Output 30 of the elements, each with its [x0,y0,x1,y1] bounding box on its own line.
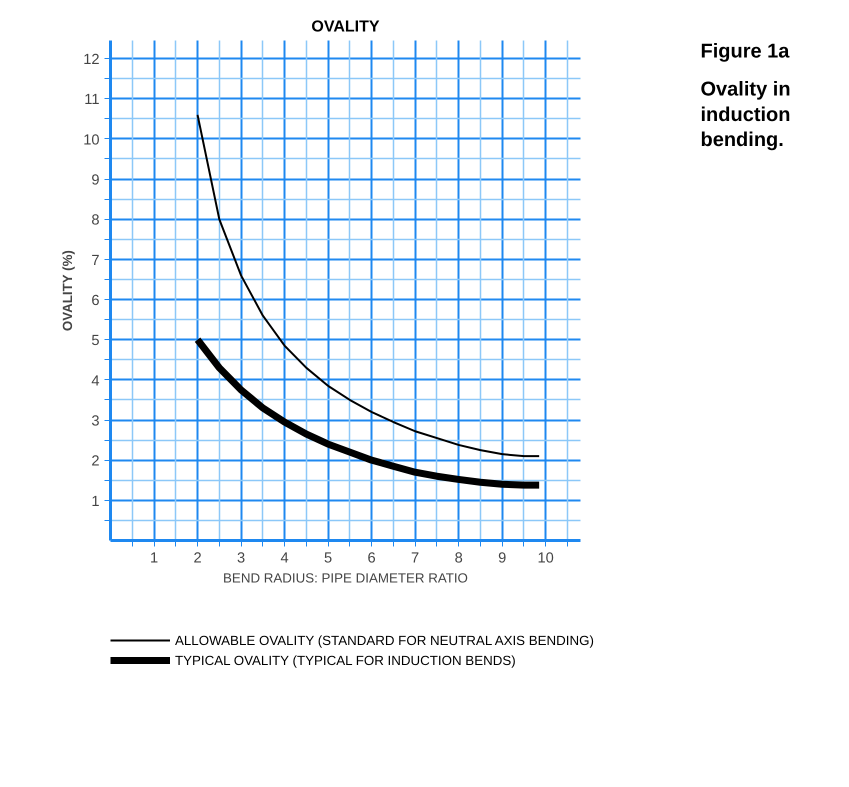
legend-label: TYPICAL OVALITY (TYPICAL FOR INDUCTION BENDS) [175,652,516,668]
y-tick-label: 1 [91,494,100,510]
y-tick-label: 5 [91,333,100,350]
x-tick-label: 3 [236,550,246,566]
x-tick-label: 8 [454,550,463,566]
text: Ovality in induction bending. [700,78,791,152]
y-tick-label: 7 [91,252,100,269]
legend-label: ALLOWABLE OVALITY (STANDARD FOR NEUTRAL AXIS BENDING) [175,632,594,648]
y-tick-label: 2 [91,454,100,470]
y-tick-label: 10 [83,132,100,148]
y-tick-label: 3 [91,414,100,430]
x-tick-label: 4 [280,550,289,566]
caption: Figure 1a [700,40,790,62]
x-axis-title: BEND RADIUS: PIPE DIAMETER RATIO [223,570,468,586]
y-tick-label: 8 [91,212,100,229]
x-tick-label: 1 [150,550,158,566]
x-tick-label: 6 [368,550,376,566]
x-tick-label: 2 [193,550,202,566]
chart-title: OVALITY [311,18,380,36]
y-tick-label: 4 [91,373,100,390]
x-tick-label: 9 [498,550,506,566]
line-series [196,114,540,458]
y-tick-label: 9 [91,172,100,189]
y-tick-label: 11 [84,92,100,108]
x-tick-label: 5 [324,550,332,566]
y-tick-label: 6 [91,293,100,310]
x-tick-label: 10 [538,550,554,566]
y-axis-title: OVALITY (%) [60,250,76,332]
x-tick-label: 7 [411,550,420,566]
y-tick-label: 12 [83,52,100,68]
